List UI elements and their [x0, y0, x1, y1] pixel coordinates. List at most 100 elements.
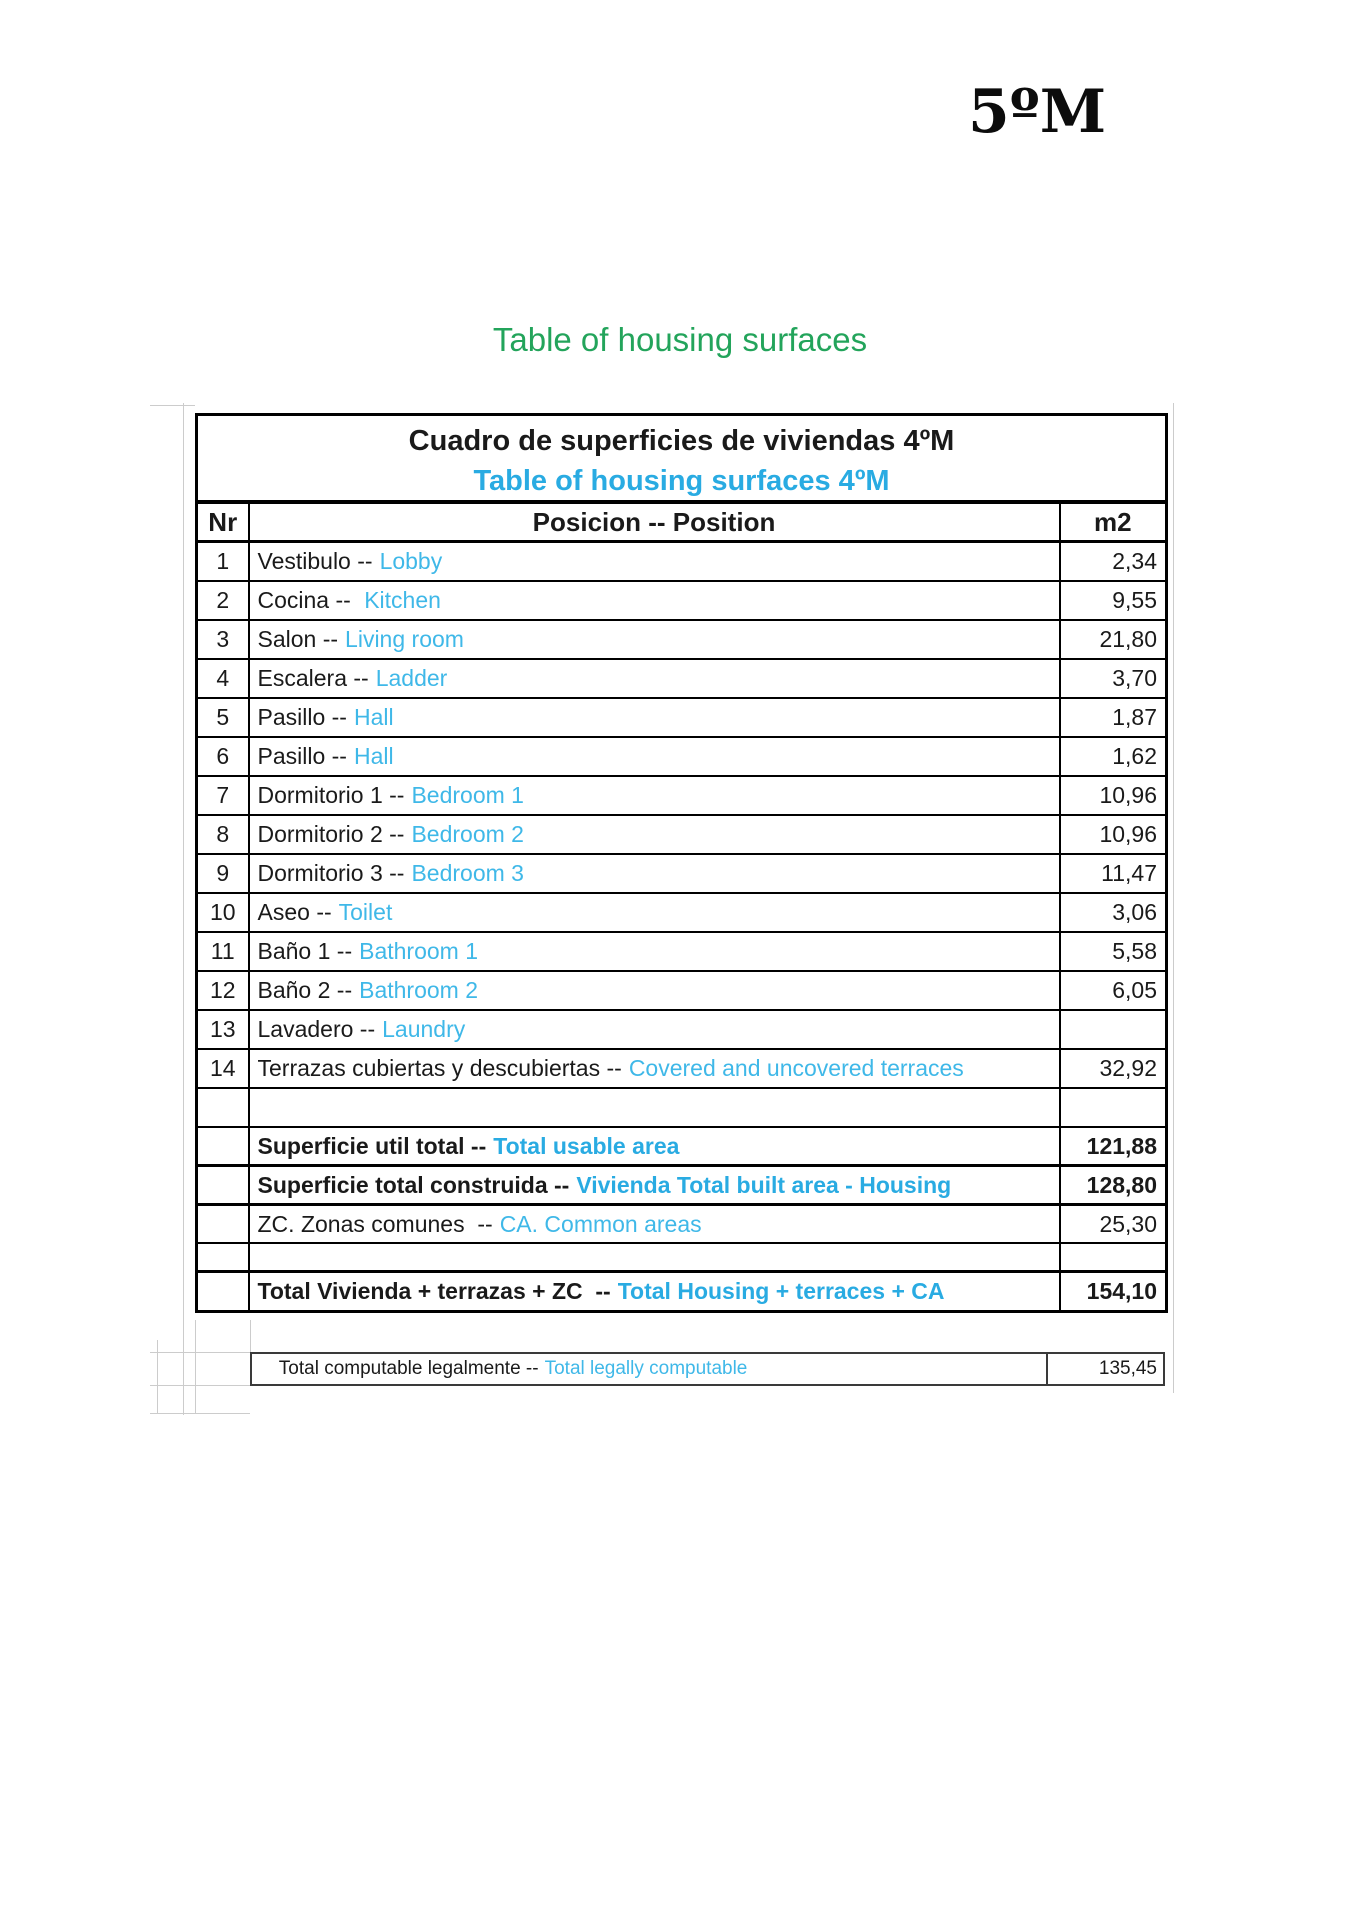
area-value: 21,80 [1058, 620, 1167, 660]
table-row: 8 Dormitorio 2 -- Bedroom 2 10,96 [196, 815, 1167, 855]
position-es: Dormitorio 1 -- [257, 782, 405, 808]
area-value: 32,92 [1058, 1049, 1167, 1089]
position-es: Dormitorio 2 -- [257, 821, 405, 847]
row-number: 3 [196, 620, 249, 660]
row-number: 13 [196, 1010, 249, 1050]
position-en: Living room [345, 626, 464, 652]
gridline [150, 1413, 250, 1414]
table-row: 14 Terrazas cubiertas y descubiertas -- C… [196, 1049, 1167, 1089]
table-row: 2 Cocina -- Kitchen 9,55 [196, 581, 1167, 621]
row-number: 10 [196, 893, 249, 933]
position-es: Lavadero -- [257, 1016, 376, 1042]
summary-en: Total usable area [493, 1132, 680, 1159]
position-en: Laundry [382, 1016, 466, 1042]
area-value: 1,87 [1058, 698, 1167, 738]
position-es: Vestibulo -- [257, 548, 373, 574]
col-header-m2: m2 [1058, 502, 1167, 543]
position-es: Escalera -- [257, 665, 369, 691]
position-en: Toilet [338, 899, 393, 925]
table-row: 9 Dormitorio 3 -- Bedroom 3 11,47 [196, 854, 1167, 894]
table-row: 6 Pasillo -- Hall 1,62 [196, 737, 1167, 777]
area-value: 5,58 [1058, 932, 1167, 972]
position-en: Bathroom 2 [359, 977, 479, 1003]
legal-value: 135,45 [1046, 1354, 1163, 1384]
table-row: 13 Lavadero -- Laundry [196, 1010, 1167, 1050]
row-number: 8 [196, 815, 249, 855]
position-en: Bedroom 1 [411, 782, 524, 808]
position-es: Dormitorio 3 -- [257, 860, 405, 886]
position-en: Covered and uncovered terraces [628, 1055, 964, 1081]
table-row: 7 Dormitorio 1 -- Bedroom 1 10,96 [196, 776, 1167, 816]
summary-value: 128,80 [1058, 1165, 1167, 1206]
area-value: 11,47 [1058, 854, 1167, 894]
row-number: 9 [196, 854, 249, 894]
position-es: Baño 2 -- [257, 977, 353, 1003]
gridline [150, 1352, 250, 1353]
total-es: Total Vivienda + terrazas + ZC -- [257, 1278, 611, 1304]
row-number: 2 [196, 581, 249, 621]
table-row: 3 Salon -- Living room 21,80 [196, 620, 1167, 660]
gridline [250, 1320, 251, 1352]
col-header-position: Posicion -- Position [247, 502, 1060, 543]
position-en: Kitchen [357, 587, 441, 613]
position-es: Salon -- [257, 626, 339, 652]
area-value: 6,05 [1058, 971, 1167, 1011]
total-en: Total Housing + terraces + CA [617, 1278, 945, 1304]
row-number: 1 [196, 541, 249, 582]
summary-row-usable-area: Superficie util total -- Total usable are… [196, 1127, 1167, 1167]
position-es: Baño 1 -- [257, 938, 353, 964]
gridline [183, 403, 184, 1415]
position-en: Hall [353, 743, 394, 769]
area-value: 3,06 [1058, 893, 1167, 933]
position-en: Bathroom 1 [359, 938, 479, 964]
position-es: Pasillo -- [257, 743, 347, 769]
summary-value: 121,88 [1058, 1127, 1167, 1167]
summary-row-built-area: Superficie total construida -- Vivienda T… [196, 1165, 1167, 1206]
summary-en: CA. Common areas [499, 1210, 702, 1237]
row-number: 11 [196, 932, 249, 972]
gridline [157, 1340, 158, 1413]
row-number: 7 [196, 776, 249, 816]
area-value: 10,96 [1058, 776, 1167, 816]
area-value: 10,96 [1058, 815, 1167, 855]
empty-row [196, 1243, 1167, 1273]
area-value: 1,62 [1058, 737, 1167, 777]
legally-computable-row: Total computable legalmente -- Total lega… [250, 1352, 1165, 1386]
row-number: 5 [196, 698, 249, 738]
summary-en: Vivienda Total built area - Housing [576, 1171, 952, 1198]
position-en: Bedroom 3 [411, 860, 524, 886]
total-value: 154,10 [1058, 1271, 1167, 1312]
area-value: 9,55 [1058, 581, 1167, 621]
summary-row-common-areas: ZC. Zonas comunes -- CA. Common areas 25,… [196, 1204, 1167, 1244]
summary-es: Superficie util total -- [257, 1132, 487, 1159]
row-number: 4 [196, 659, 249, 699]
page-title: Table of housing surfaces [492, 321, 868, 358]
housing-surfaces-table: Cuadro de superficies de viviendas 4ºM T… [195, 413, 1169, 1313]
floor-label: 5ºM [968, 77, 1107, 147]
position-es: Cocina -- [257, 587, 351, 613]
table-title-es: Cuadro de superficies de viviendas 4ºM [408, 424, 955, 457]
legal-en: Total legally computable [544, 1358, 748, 1379]
table-row: 10 Aseo -- Toilet 3,06 [196, 893, 1167, 933]
summary-es: ZC. Zonas comunes -- [257, 1210, 493, 1237]
empty-row [196, 1088, 1167, 1128]
row-number: 14 [196, 1049, 249, 1089]
area-value: 3,70 [1058, 659, 1167, 699]
summary-es: Superficie total construida -- [257, 1171, 570, 1198]
table-row: 11 Baño 1 -- Bathroom 1 5,58 [196, 932, 1167, 972]
grand-total-row: Total Vivienda + terrazas + ZC -- Total H… [197, 1271, 1167, 1312]
table-title-en: Table of housing surfaces 4ºM [196, 462, 1167, 504]
position-en: Ladder [375, 665, 448, 691]
area-value [1058, 1010, 1167, 1050]
row-number: 12 [196, 971, 249, 1011]
area-value: 2,34 [1058, 541, 1167, 582]
table-row: 12 Baño 2 -- Bathroom 2 6,05 [196, 971, 1167, 1011]
position-es: Pasillo -- [257, 704, 347, 730]
table-row: 5 Pasillo -- Hall 1,87 [196, 698, 1167, 738]
table-row: 4 Escalera -- Ladder 3,70 [196, 659, 1167, 699]
gridline [195, 1320, 196, 1413]
gridline [150, 405, 195, 406]
gridline [1173, 403, 1174, 1393]
position-es: Aseo -- [257, 899, 332, 925]
